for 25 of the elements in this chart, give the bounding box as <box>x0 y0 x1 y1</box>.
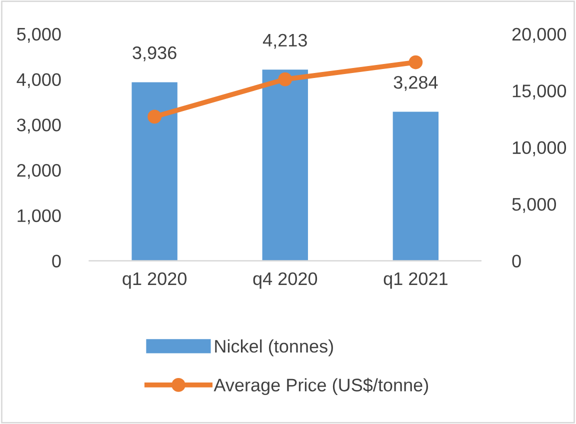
y-tick-label: 4,000 <box>16 73 61 88</box>
data-label: 3,284 <box>394 76 438 91</box>
bar <box>132 82 178 261</box>
y2-tick-label: 20,000 <box>512 28 566 43</box>
legend-label: Average Price (US$/tonne) <box>214 378 428 396</box>
legend-label: Nickel (tonnes) <box>215 339 333 356</box>
y-tick-label: 0 <box>52 254 61 268</box>
point <box>148 110 162 124</box>
x-tick-label: q1 2021 <box>384 272 448 289</box>
bar <box>392 112 439 261</box>
point <box>408 55 423 70</box>
y-tick-label: 1,000 <box>18 209 61 224</box>
x-tick-label: q1 2020 <box>122 272 186 289</box>
data-label: 3,936 <box>132 46 176 62</box>
y2-tick-label: 5,000 <box>512 198 556 213</box>
y-tick-label: 2,000 <box>17 164 61 179</box>
y-tick-label: 5,000 <box>17 28 61 43</box>
point <box>278 72 292 86</box>
y-tick-label: 3,000 <box>17 118 61 134</box>
bar <box>262 70 308 261</box>
x-tick-label: q4 2020 <box>253 272 318 289</box>
y2-tick-label: 15,000 <box>512 84 566 100</box>
data-label: 4,213 <box>262 34 307 49</box>
y2-tick-label: 0 <box>512 254 521 268</box>
y2-tick-label: 10,000 <box>512 141 566 156</box>
